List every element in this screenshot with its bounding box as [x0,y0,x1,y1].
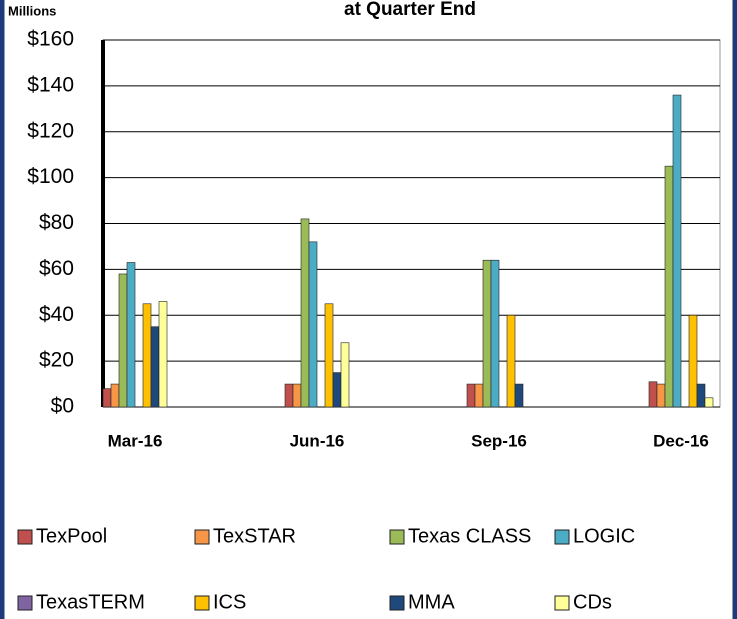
bar [126,262,136,408]
y-tick-label: $60 [39,257,74,280]
legend-swatch [194,529,210,545]
bar [514,383,524,408]
bar [648,381,658,408]
legend-swatch [554,595,570,611]
bar [110,383,120,408]
legend-swatch [389,595,405,611]
y-tick-label: $20 [39,349,74,372]
legend-label: MMA [408,591,455,613]
bar [490,259,500,408]
chart-title: at Quarter End [344,0,476,20]
bar [340,342,350,408]
bar [474,383,484,408]
x-tick-label: Mar-16 [108,431,163,450]
bar [656,383,666,408]
legend-label: TexasTERM [36,591,145,613]
y-tick-label: $160 [27,28,74,51]
x-tick-label: Sep-16 [471,431,527,450]
bar [158,301,168,408]
bar [704,397,714,408]
y-tick-label: $40 [39,303,74,326]
bar [142,303,152,408]
bar [696,383,706,408]
bar [308,241,318,408]
legend-swatch [194,595,210,611]
x-tick-label: Jun-16 [290,431,345,450]
y-tick-label: $120 [27,119,74,142]
bar [284,383,294,408]
bar [672,94,682,408]
y-tick-label: $100 [27,165,74,188]
bar [118,273,128,408]
bar [664,165,674,408]
y-tick-label: $80 [39,211,74,234]
legend-label: CDs [573,591,612,613]
bar [292,383,302,408]
legend-label: TexSTAR [213,525,296,547]
bar [506,314,516,408]
bar [102,388,112,408]
legend-label: TexPool [36,525,107,547]
bar [150,326,160,408]
bar [300,218,310,408]
bar [324,303,334,408]
units-label: Millions [8,3,56,18]
legend-label: LOGIC [573,525,635,547]
x-tick-label: Dec-16 [653,431,709,450]
legend-label: Texas CLASS [408,525,531,547]
legend-swatch [17,595,33,611]
legend-swatch [389,529,405,545]
legend-label: ICS [213,591,246,613]
y-tick-label: $0 [51,395,74,418]
bar [466,383,476,408]
bar [482,259,492,408]
bar [688,314,698,408]
legend-swatch [554,529,570,545]
bar [332,372,342,408]
legend-swatch [17,529,33,545]
y-tick-label: $140 [27,73,74,96]
